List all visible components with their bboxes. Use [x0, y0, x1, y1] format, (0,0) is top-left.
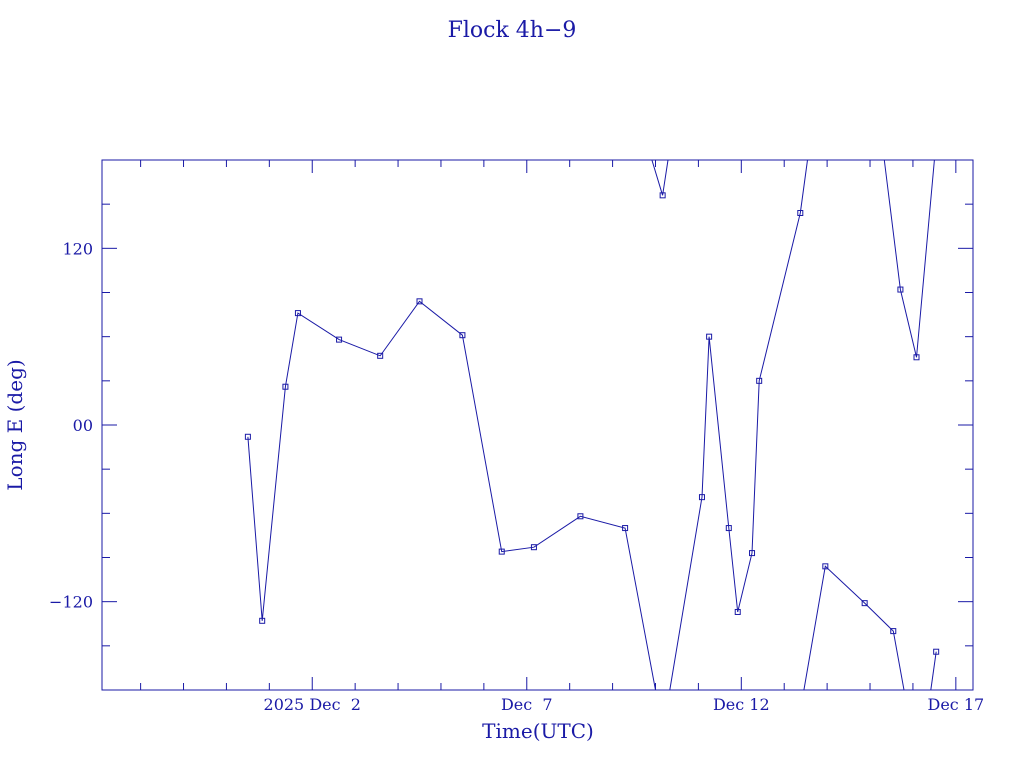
- series-line: [803, 565, 905, 691]
- data-point: [706, 333, 713, 340]
- x-tick-label: Dec 7: [501, 695, 553, 714]
- tick-labels: 2025 Dec 2 Dec 7 Dec 12 Dec 17 −120 00 120: [49, 239, 984, 714]
- data-point: [725, 525, 732, 532]
- series-line: [930, 651, 937, 691]
- data-point: [530, 544, 537, 551]
- y-axis-label: Long E (deg): [3, 359, 27, 490]
- data-point: [294, 310, 301, 317]
- data-markers: [244, 192, 940, 655]
- y-tick-label: −120: [49, 593, 93, 612]
- series-line: [883, 159, 935, 358]
- x-axis-label: Time(UTC): [482, 719, 594, 743]
- data-point: [377, 352, 384, 359]
- series-line: [247, 300, 656, 691]
- data-point: [336, 336, 343, 343]
- data-point: [416, 298, 423, 305]
- data-point: [822, 563, 829, 570]
- data-point: [659, 192, 666, 199]
- data-point: [282, 383, 289, 390]
- series-lines: [247, 159, 937, 691]
- series-line: [651, 159, 669, 196]
- series-line: [669, 159, 808, 691]
- data-point: [244, 433, 251, 440]
- data-point: [749, 550, 756, 557]
- data-point: [890, 628, 897, 635]
- data-point: [259, 617, 266, 624]
- y-tick-label: 120: [62, 239, 93, 258]
- data-point: [734, 608, 741, 615]
- data-point: [577, 513, 584, 520]
- chart-title: Flock 4h−9: [448, 18, 577, 43]
- x-tick-label: Dec 12: [713, 695, 770, 714]
- data-point: [698, 494, 705, 501]
- data-point: [797, 210, 804, 216]
- data-point: [897, 286, 904, 293]
- data-point: [459, 332, 466, 339]
- axis-ticks: [102, 160, 973, 690]
- y-tick-label: 00: [73, 416, 93, 435]
- x-tick-label: 2025 Dec 2: [264, 695, 361, 714]
- data-point: [861, 600, 868, 607]
- data-point: [756, 377, 763, 384]
- data-point: [498, 548, 505, 555]
- plot-frame: [101, 159, 974, 691]
- data-point: [622, 525, 629, 532]
- data-point: [913, 354, 920, 361]
- x-tick-label: Dec 17: [927, 695, 984, 714]
- data-point: [933, 648, 940, 655]
